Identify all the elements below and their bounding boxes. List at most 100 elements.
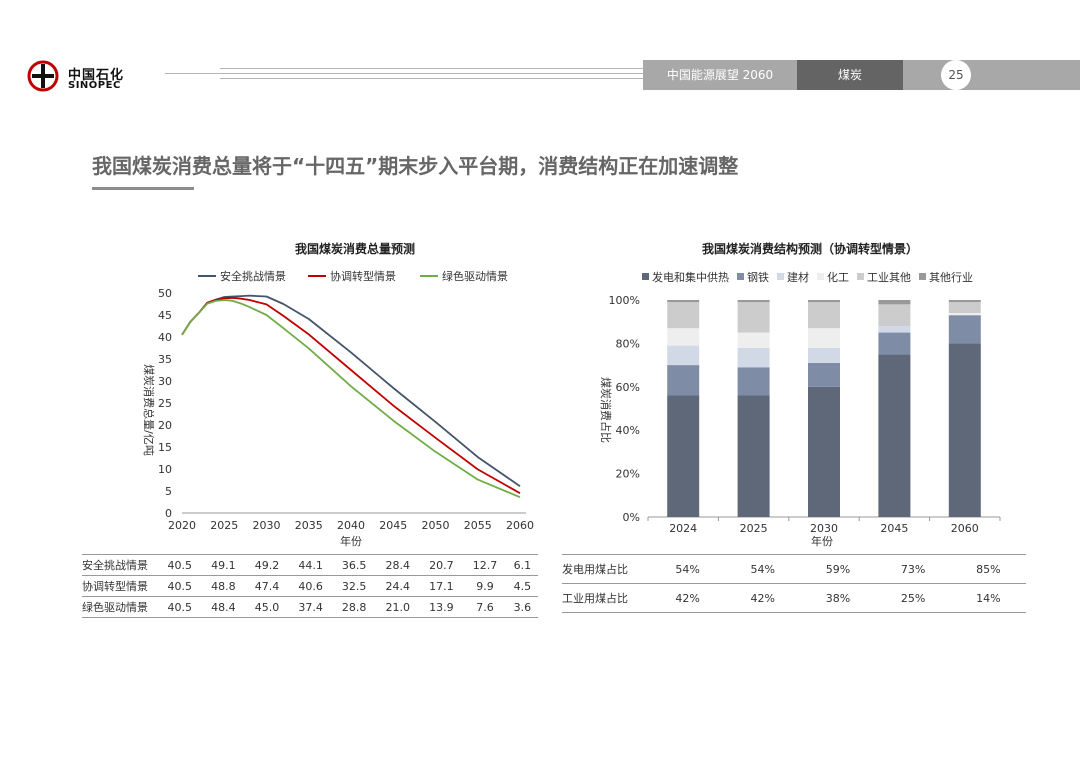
- bar-chart-x-tick: 2025: [740, 522, 768, 535]
- line-chart-x-tick: 2035: [295, 519, 323, 532]
- legend-label: 安全挑战情景: [220, 269, 286, 283]
- bar-chart-y-tick: 40%: [616, 424, 640, 437]
- table-cell: 42%: [750, 591, 775, 605]
- table-cell: 3.6: [513, 600, 532, 614]
- bar-segment: [948, 315, 981, 344]
- bar-segment: [948, 300, 981, 303]
- legend-label: 发电和集中供热: [652, 270, 729, 284]
- table-cell: 28.4: [385, 558, 411, 572]
- bar-segment: [667, 328, 700, 346]
- header-rule: [220, 68, 643, 69]
- slide-title: 我国煤炭消费总量将于“十四五”期末步入平台期，消费结构正在加速调整: [92, 154, 739, 178]
- bar-segment: [808, 386, 840, 517]
- table-cell: 85%: [976, 562, 1001, 576]
- line-chart-y-tick: 50: [158, 287, 172, 300]
- bar-segment: [808, 300, 840, 303]
- title-underline: [92, 187, 194, 190]
- page-number: 25: [941, 60, 971, 90]
- bar-segment: [737, 332, 770, 348]
- line-chart-x-tick: 2055: [464, 519, 492, 532]
- bar-chart-title: 我国煤炭消费结构预测（协调转型情景）: [701, 242, 918, 256]
- table-cell: 24.4: [385, 579, 411, 593]
- bar-chart: 发电和集中供热 钢铁 建材 化工 工业其他 其他行业 0% 20% 40% 60% 80% 100%…: [599, 270, 1001, 548]
- table-row-label: 安全挑战情景: [82, 559, 148, 572]
- line-chart-y-tick: 35: [158, 353, 172, 366]
- header-rule: [220, 78, 643, 79]
- bar-chart-ylabel: 煤炭消费占比: [599, 377, 613, 443]
- bar-segment: [878, 300, 911, 305]
- table-cell: 73%: [900, 562, 926, 576]
- bar-chart-y-tick: 100%: [609, 294, 640, 307]
- line-series: [181, 294, 521, 487]
- table-cell: 37.4: [298, 600, 323, 614]
- bar-segment: [948, 302, 981, 314]
- table-cell: 40.5: [167, 600, 193, 614]
- legend-swatch: [857, 273, 864, 280]
- legend-label: 工业其他: [867, 271, 911, 284]
- table-row: 发电用煤占比 54% 54% 59% 73% 85%: [562, 555, 1026, 584]
- table-cell: 28.8: [341, 600, 367, 614]
- bar-chart-x-tick: 2060: [951, 522, 979, 535]
- table-row: 协调转型情景 40.5 48.8 47.4 40.6 32.5 24.4 17.1 9.9 4.5: [82, 576, 538, 597]
- line-chart-table: 安全挑战情景 40.5 49.1 49.2 44.1 36.5 28.4 20.7 12.7 6.…: [82, 554, 538, 618]
- legend-label: 建材: [787, 270, 809, 284]
- bar-segment: [667, 395, 700, 517]
- line-chart-x-tick: 2050: [422, 519, 450, 532]
- header-rule: [165, 73, 643, 74]
- page-tab: [903, 60, 1080, 90]
- section-tab: 煤炭: [797, 60, 903, 90]
- table-cell: 40.5: [167, 558, 193, 572]
- bar-chart-xlabel: 年份: [811, 534, 833, 548]
- line-chart-x-tick: 2025: [210, 519, 238, 532]
- table-cell: 38%: [825, 591, 851, 605]
- line-chart-y-tick: 20: [158, 419, 172, 432]
- table-cell: 13.9: [429, 600, 454, 614]
- table-cell: 44.1: [298, 558, 323, 572]
- line-chart-x-tick: 2045: [379, 519, 407, 532]
- bar-segment: [808, 347, 840, 363]
- line-chart: 安全挑战情景 协调转型情景 绿色驱动情景 051015202530354045502…: [142, 269, 534, 548]
- table-cell: 17.1: [429, 579, 454, 593]
- bar-segment: [667, 345, 700, 366]
- bar-segment: [737, 347, 770, 368]
- report-title-tab: 中国能源展望 2060: [643, 60, 797, 90]
- table-cell: 49.1: [211, 558, 236, 572]
- line-series: [181, 296, 521, 494]
- bar-chart-y-tick: 60%: [616, 381, 640, 394]
- line-chart-y-tick: 15: [158, 441, 172, 454]
- line-chart-y-tick: 5: [165, 485, 172, 498]
- legend-label: 其他行业: [929, 271, 973, 284]
- table-cell: 12.7: [472, 558, 498, 572]
- table-row-label: 绿色驱动情景: [82, 601, 148, 614]
- legend-label: 钢铁: [747, 271, 769, 284]
- table-cell: 20.7: [429, 558, 454, 572]
- line-chart-y-tick: 0: [165, 507, 172, 520]
- table-cell: 25%: [900, 591, 926, 605]
- line-chart-x-tick: 2030: [253, 519, 281, 532]
- table-row: 工业用煤占比 42% 42% 38% 25% 14%: [562, 584, 1026, 613]
- legend-swatch: [642, 273, 649, 280]
- sinopec-logo-icon: [27, 60, 59, 92]
- legend-label: 化工: [827, 270, 849, 284]
- table-cell: 48.4: [211, 600, 236, 614]
- bar-chart-y-tick: 20%: [616, 468, 640, 481]
- bar-chart-x-tick: 2030: [810, 522, 838, 535]
- table-cell: 48.8: [211, 579, 236, 593]
- table-row-label: 发电用煤占比: [562, 563, 628, 576]
- brand-chinese-name: 中国石化: [68, 68, 125, 83]
- bar-segment: [878, 354, 911, 517]
- table-cell: 36.5: [341, 558, 367, 572]
- bar-chart-x-tick: 2045: [880, 522, 908, 535]
- table-cell: 40.6: [298, 579, 323, 593]
- table-cell: 32.5: [341, 579, 367, 593]
- legend-swatch: [737, 273, 744, 280]
- legend-swatch: [777, 273, 784, 280]
- table-row: 安全挑战情景 40.5 49.1 49.2 44.1 36.5 28.4 20.7 12.7 6.…: [82, 555, 538, 576]
- bar-segment: [737, 367, 770, 396]
- line-chart-y-tick: 45: [158, 309, 172, 322]
- table-cell: 14%: [976, 591, 1001, 605]
- bar-segment: [808, 362, 840, 387]
- bar-segment: [878, 332, 911, 355]
- table-row-label: 工业用煤占比: [562, 592, 628, 605]
- table-cell: 45.0: [254, 600, 280, 614]
